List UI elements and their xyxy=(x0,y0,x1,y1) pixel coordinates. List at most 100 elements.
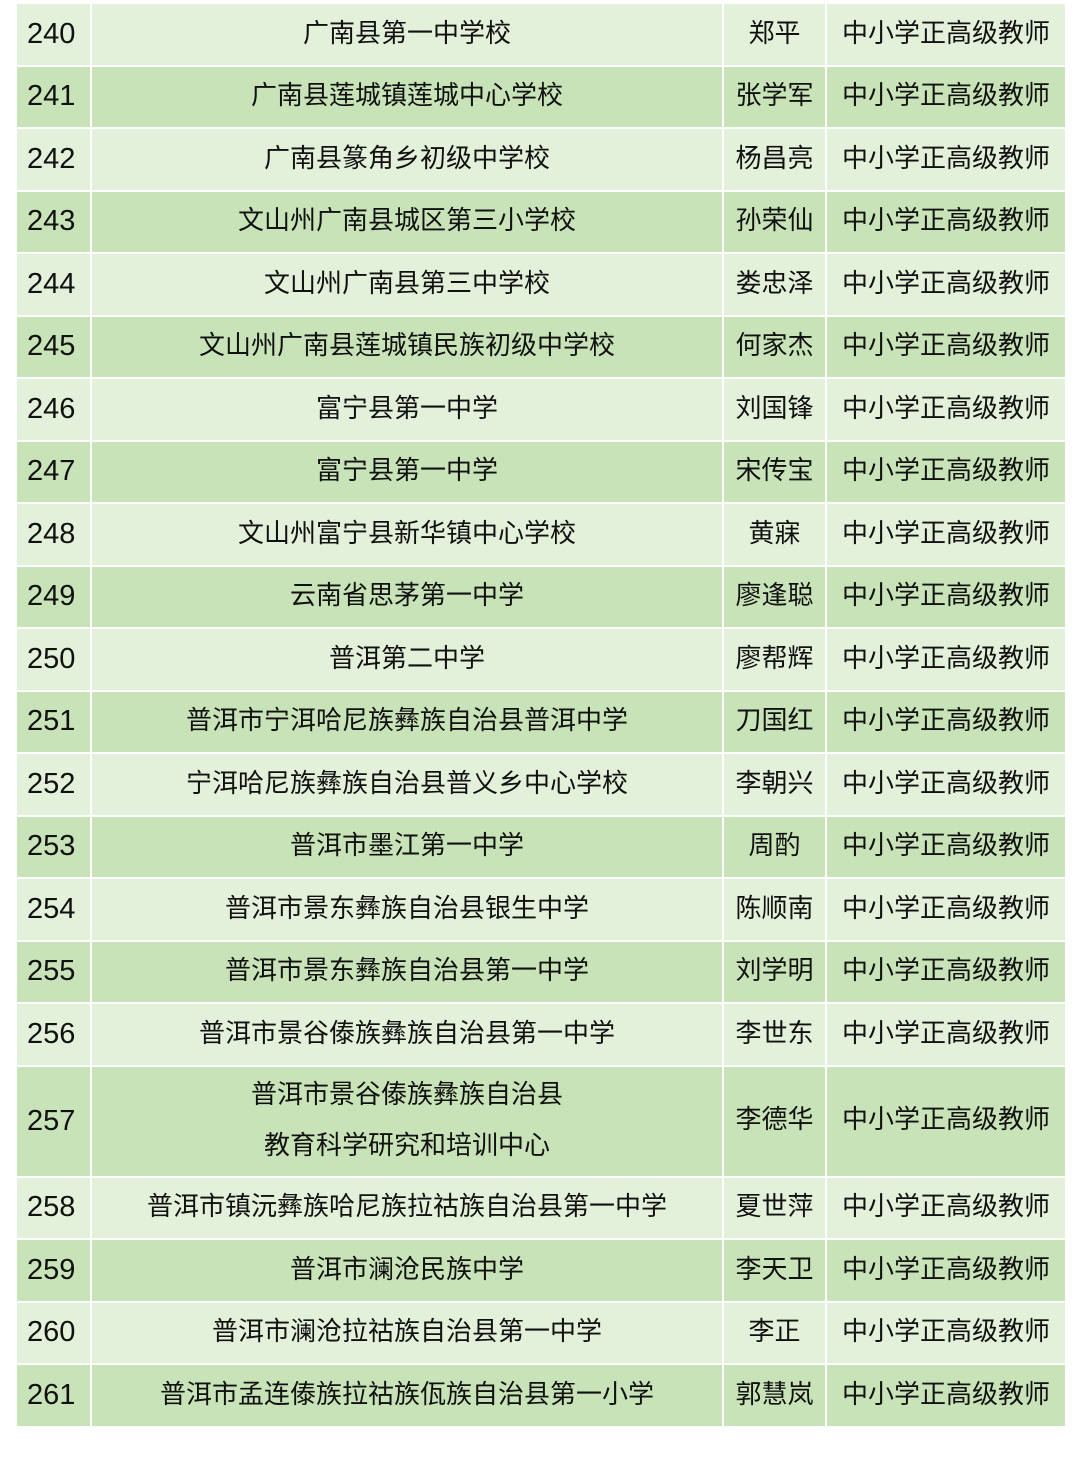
teacher-title: 中小学正高级教师 xyxy=(825,939,1067,1004)
row-number: 240 xyxy=(15,2,92,67)
row-number: 242 xyxy=(15,127,92,192)
teacher-name: 刘国锋 xyxy=(722,377,827,442)
teacher-title: 中小学正高级教师 xyxy=(825,64,1067,129)
row-number: 259 xyxy=(15,1238,92,1303)
table-row: 260 普洱市澜沧拉祜族自治县第一中学 李正 中小学正高级教师 xyxy=(15,1300,1067,1365)
table-row: 252 宁洱哈尼族彝族自治县普义乡中心学校 李朝兴 中小学正高级教师 xyxy=(15,752,1067,817)
table-row: 251 普洱市宁洱哈尼族彝族自治县普洱中学 刀国红 中小学正高级教师 xyxy=(15,689,1067,754)
row-number: 246 xyxy=(15,377,92,442)
school-name: 普洱市澜沧拉祜族自治县第一中学 xyxy=(90,1300,724,1365)
teacher-title: 中小学正高级教师 xyxy=(825,814,1067,879)
table-row: 255 普洱市景东彝族自治县第一中学 刘学明 中小学正高级教师 xyxy=(15,939,1067,1004)
school-name: 云南省思茅第一中学 xyxy=(90,564,724,629)
school-name: 普洱市景东彝族自治县第一中学 xyxy=(90,939,724,1004)
school-name: 普洱市墨江第一中学 xyxy=(90,814,724,879)
row-number: 254 xyxy=(15,877,92,942)
teacher-name: 李正 xyxy=(722,1300,827,1365)
row-number: 241 xyxy=(15,64,92,129)
row-number: 253 xyxy=(15,814,92,879)
row-number: 255 xyxy=(15,939,92,1004)
school-name-line1: 普洱市景谷傣族彝族自治县 xyxy=(250,1079,563,1110)
teacher-name: 娄忠泽 xyxy=(722,252,827,317)
teacher-name: 夏世萍 xyxy=(722,1175,827,1240)
table-row: 247 富宁县第一中学 宋传宝 中小学正高级教师 xyxy=(15,439,1067,504)
school-name: 普洱市孟连傣族拉祜族佤族自治县第一小学 xyxy=(90,1363,724,1428)
table-row: 245 文山州广南县莲城镇民族初级中学校 何家杰 中小学正高级教师 xyxy=(15,314,1067,379)
teacher-name: 张学军 xyxy=(722,64,827,129)
teacher-title: 中小学正高级教师 xyxy=(825,1064,1067,1178)
teacher-name: 陈顺南 xyxy=(722,877,827,942)
row-number: 250 xyxy=(15,627,92,692)
teacher-title: 中小学正高级教师 xyxy=(825,689,1067,754)
school-name: 富宁县第一中学 xyxy=(90,377,724,442)
teacher-title: 中小学正高级教师 xyxy=(825,752,1067,817)
teacher-title: 中小学正高级教师 xyxy=(825,314,1067,379)
teacher-name: 郭慧岚 xyxy=(722,1363,827,1428)
row-number: 248 xyxy=(15,502,92,567)
teacher-name: 宋传宝 xyxy=(722,439,827,504)
school-name: 文山州广南县城区第三小学校 xyxy=(90,189,724,254)
teacher-name: 刀国红 xyxy=(722,689,827,754)
table-row: 253 普洱市墨江第一中学 周酌 中小学正高级教师 xyxy=(15,814,1067,879)
teacher-title: 中小学正高级教师 xyxy=(825,439,1067,504)
school-name: 普洱市景谷傣族彝族自治县第一中学 xyxy=(90,1002,724,1067)
school-name: 普洱市景谷傣族彝族自治县 教育科学研究和培训中心 xyxy=(90,1064,724,1178)
school-name: 普洱市镇沅彝族哈尼族拉祜族自治县第一中学 xyxy=(90,1175,724,1240)
table-row: 259 普洱市澜沧民族中学 李天卫 中小学正高级教师 xyxy=(15,1238,1067,1303)
teacher-title: 中小学正高级教师 xyxy=(825,252,1067,317)
school-name: 宁洱哈尼族彝族自治县普义乡中心学校 xyxy=(90,752,724,817)
table-row: 243 文山州广南县城区第三小学校 孙荣仙 中小学正高级教师 xyxy=(15,189,1067,254)
table-row: 250 普洱第二中学 廖帮辉 中小学正高级教师 xyxy=(15,627,1067,692)
teacher-title: 中小学正高级教师 xyxy=(825,627,1067,692)
teacher-title: 中小学正高级教师 xyxy=(825,877,1067,942)
teacher-title: 中小学正高级教师 xyxy=(825,1363,1067,1428)
teacher-name: 廖帮辉 xyxy=(722,627,827,692)
teacher-title: 中小学正高级教师 xyxy=(825,377,1067,442)
school-name: 普洱市景东彝族自治县银生中学 xyxy=(90,877,724,942)
school-name: 普洱市澜沧民族中学 xyxy=(90,1238,724,1303)
teacher-name: 黄寐 xyxy=(722,502,827,567)
teacher-title: 中小学正高级教师 xyxy=(825,1238,1067,1303)
teacher-name: 李天卫 xyxy=(722,1238,827,1303)
school-name: 文山州广南县莲城镇民族初级中学校 xyxy=(90,314,724,379)
table-row: 258 普洱市镇沅彝族哈尼族拉祜族自治县第一中学 夏世萍 中小学正高级教师 xyxy=(15,1175,1067,1240)
row-number: 258 xyxy=(15,1175,92,1240)
teacher-name: 李世东 xyxy=(722,1002,827,1067)
school-name: 文山州富宁县新华镇中心学校 xyxy=(90,502,724,567)
teacher-name: 郑平 xyxy=(722,2,827,67)
teacher-title: 中小学正高级教师 xyxy=(825,502,1067,567)
teacher-name: 何家杰 xyxy=(722,314,827,379)
school-name: 普洱市宁洱哈尼族彝族自治县普洱中学 xyxy=(90,689,724,754)
school-name: 普洱第二中学 xyxy=(90,627,724,692)
row-number: 260 xyxy=(15,1300,92,1365)
table-row: 261 普洱市孟连傣族拉祜族佤族自治县第一小学 郭慧岚 中小学正高级教师 xyxy=(15,1363,1067,1428)
teacher-table: 240 广南县第一中学校 郑平 中小学正高级教师 241 广南县莲城镇莲城中心学校 张学军中… xyxy=(15,2,1067,1428)
teacher-title: 中小学正高级教师 xyxy=(825,189,1067,254)
table-body: 240 广南县第一中学校 郑平 中小学正高级教师 241 广南县莲城镇莲城中心学校 张学军中… xyxy=(15,2,1067,1428)
teacher-title: 中小学正高级教师 xyxy=(825,2,1067,67)
row-number: 261 xyxy=(15,1363,92,1428)
table-row: 256 普洱市景谷傣族彝族自治县第一中学 李世东 中小学正高级教师 xyxy=(15,1002,1067,1067)
row-number: 245 xyxy=(15,314,92,379)
row-number: 244 xyxy=(15,252,92,317)
teacher-name: 刘学明 xyxy=(722,939,827,1004)
teacher-title: 中小学正高级教师 xyxy=(825,564,1067,629)
teacher-title: 中小学正高级教师 xyxy=(825,1300,1067,1365)
row-number: 247 xyxy=(15,439,92,504)
teacher-name: 杨昌亮 xyxy=(722,127,827,192)
row-number: 257 xyxy=(15,1064,92,1178)
table-row: 241 广南县莲城镇莲城中心学校 张学军 中小学正高级教师 xyxy=(15,64,1067,129)
teacher-name: 李朝兴 xyxy=(722,752,827,817)
teacher-name: 周酌 xyxy=(722,814,827,879)
teacher-name: 李德华 xyxy=(722,1064,827,1178)
school-name: 广南县莲城镇莲城中心学校 xyxy=(90,64,724,129)
table-row: 248 文山州富宁县新华镇中心学校 黄寐 中小学正高级教师 xyxy=(15,502,1067,567)
teacher-title: 中小学正高级教师 xyxy=(825,127,1067,192)
table-row: 254 普洱市景东彝族自治县银生中学 陈顺南 中小学正高级教师 xyxy=(15,877,1067,942)
teacher-title: 中小学正高级教师 xyxy=(825,1175,1067,1240)
teacher-name: 孙荣仙 xyxy=(722,189,827,254)
school-name: 富宁县第一中学 xyxy=(90,439,724,504)
row-number: 256 xyxy=(15,1002,92,1067)
table-row: 240 广南县第一中学校 郑平 中小学正高级教师 xyxy=(15,2,1067,67)
teacher-name: 廖逢聪 xyxy=(722,564,827,629)
